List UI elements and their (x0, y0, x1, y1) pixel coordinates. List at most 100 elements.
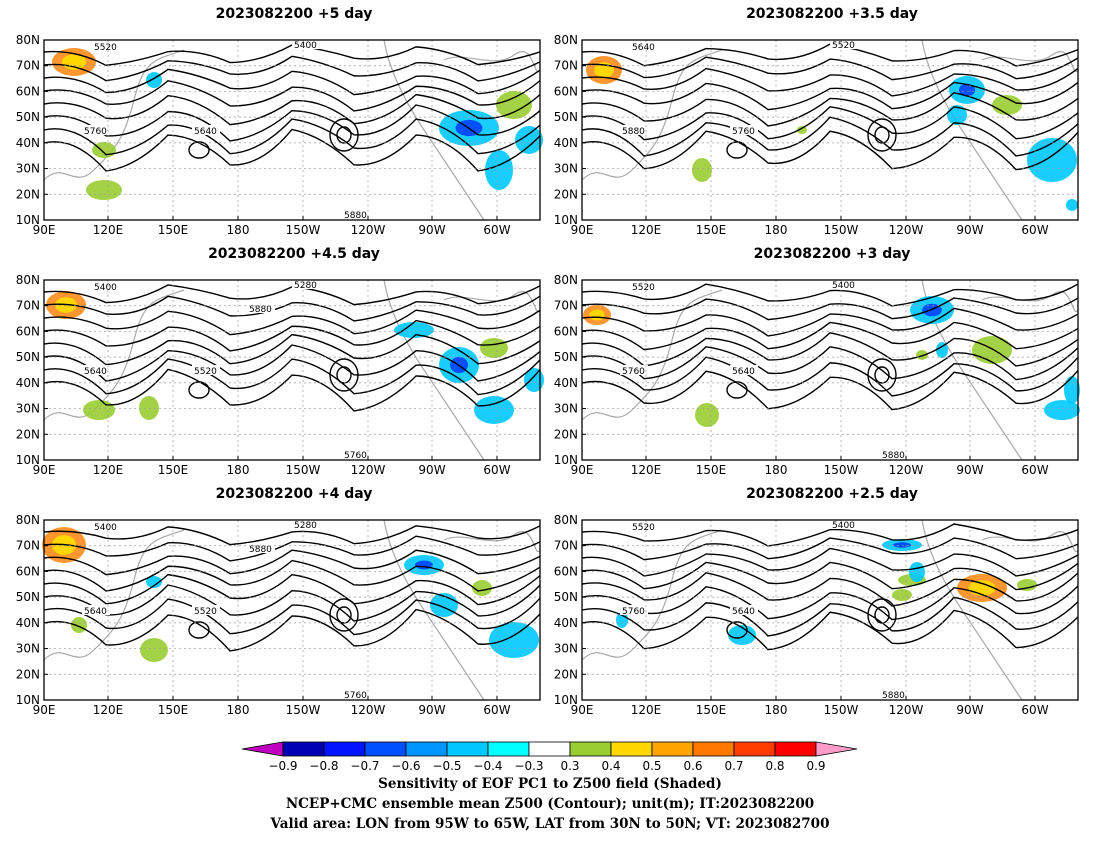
colorbar-segment (282, 741, 325, 757)
colorbar-arrow-right (815, 741, 858, 757)
lon-tick-label: 90W (418, 703, 445, 717)
lat-tick-label: 50N (16, 350, 40, 364)
contour-label: 5760 (84, 127, 107, 137)
lat-tick-label: 70N (16, 59, 40, 73)
lon-tick-label: 150E (696, 223, 727, 237)
map-frame (581, 279, 1079, 461)
lat-tick-label: 50N (16, 110, 40, 124)
positive-sensitivity-area (480, 338, 508, 358)
z500-contour (43, 128, 541, 172)
coastline (383, 39, 485, 221)
map-panel: 5400 5520 5640 5760 5880 80N 70N 60N 50N 40N 30N 20… (554, 273, 1080, 477)
negative-sensitivity-area (909, 562, 925, 582)
z500-contour (43, 295, 541, 322)
closed-high-contour (329, 358, 359, 392)
lon-tick-label: 150W (824, 223, 859, 237)
contour-label-bg (730, 365, 758, 375)
lat-tick-label: 20N (554, 667, 578, 681)
contour-label-bg (292, 279, 320, 289)
negative-sensitivity-core (893, 542, 911, 548)
contour-label: 5640 (84, 607, 107, 617)
negative-sensitivity-area (947, 105, 967, 125)
map-frame (43, 39, 541, 221)
contour-label-bg (730, 125, 758, 135)
lon-tick-label: 120W (889, 223, 924, 237)
positive-sensitivity-area (695, 403, 719, 427)
z500-contour (581, 92, 1079, 127)
closed-contour (726, 141, 748, 159)
contour-label: 5760 (344, 691, 367, 701)
footer-valid-area: Valid area: LON from 95W to 65W, LAT fro… (270, 816, 830, 832)
colorbar-segment (692, 741, 735, 757)
z500-contour (581, 596, 1079, 637)
lon-tick-label: 150E (696, 703, 727, 717)
lon-tick-label: 150E (158, 223, 189, 237)
contour-label-bg (620, 605, 648, 615)
closed-contour (726, 621, 748, 639)
lon-tick-label: 90E (33, 223, 56, 237)
lat-tick-label: 10N (16, 693, 40, 707)
z500-contour (581, 283, 1079, 307)
positive-sensitivity-area (892, 589, 912, 601)
positive-sensitivity-area (972, 336, 1012, 364)
contour-label: 5520 (632, 283, 655, 293)
contour-label-bg (192, 125, 220, 135)
closed-contour (188, 621, 210, 639)
lat-tick-label: 60N (554, 564, 578, 578)
lat-tick-label: 30N (16, 642, 40, 656)
contour-label: 5640 (194, 127, 217, 137)
lat-tick-label: 50N (554, 590, 578, 604)
lon-tick-label: 180 (227, 223, 250, 237)
lat-tick-label: 20N (554, 427, 578, 441)
closed-contour (726, 381, 748, 399)
colorbar-tick-label: −0.3 (514, 759, 543, 773)
z500-contour (581, 356, 1079, 397)
z500-contour (43, 309, 541, 336)
z500-contour (43, 104, 541, 142)
lat-tick-label: 10N (16, 453, 40, 467)
z500-contour (43, 93, 541, 126)
positive-sensitivity-core (968, 580, 996, 596)
lat-tick-label: 40N (16, 136, 40, 150)
map-frame (43, 279, 541, 461)
contour-label-bg (92, 521, 120, 531)
negative-sensitivity-area (1027, 138, 1077, 182)
contour-label-bg (830, 39, 858, 49)
colorbar-segment (323, 741, 366, 757)
negative-sensitivity-area (936, 342, 948, 358)
contour-label: 5640 (732, 607, 755, 617)
positive-sensitivity-area (692, 158, 712, 182)
positive-sensitivity-core (589, 309, 605, 321)
closed-high-contour (867, 598, 897, 632)
lon-tick-label: 90W (418, 463, 445, 477)
map-panel: 5400 5520 5640 5760 5880 80N 70N 60N 50N 40N 30N 20… (16, 33, 543, 237)
z500-contour (43, 525, 541, 546)
lon-tick-label: 90E (33, 463, 56, 477)
coastline (921, 39, 1023, 221)
lat-tick-label: 70N (554, 299, 578, 313)
positive-sensitivity-area (797, 126, 807, 134)
z500-contour (43, 333, 541, 366)
contour-label: 5880 (249, 545, 272, 555)
lon-tick-label: 60W (1021, 223, 1048, 237)
lat-tick-label: 30N (16, 162, 40, 176)
contour-label: 5400 (294, 41, 317, 51)
z500-contour (43, 80, 541, 112)
contour-label-bg (830, 519, 858, 529)
closed-high-contour (329, 598, 359, 632)
lat-tick-label: 10N (554, 453, 578, 467)
lat-tick-label: 40N (554, 136, 578, 150)
lat-tick-label: 80N (554, 33, 578, 47)
contour-label: 5880 (882, 691, 905, 701)
lon-tick-label: 90W (956, 703, 983, 717)
closed-high-contour (867, 118, 897, 152)
negative-sensitivity-area (524, 368, 544, 392)
contour-label: 5520 (832, 41, 855, 51)
z500-contour (43, 55, 541, 82)
colorbar: −0.9 −0.8 −0.7 −0.6 −0.5 −0.4 −0.3 0.3 0.4 0.5 0.6… (241, 741, 858, 773)
negative-sensitivity-area (146, 576, 162, 588)
positive-sensitivity-area (1017, 579, 1037, 591)
contour-label-bg (630, 281, 658, 291)
map-panel: 5280 5400 5520 5640 5760 5880 80N 70N 60N 50N 40N 3… (16, 513, 541, 717)
